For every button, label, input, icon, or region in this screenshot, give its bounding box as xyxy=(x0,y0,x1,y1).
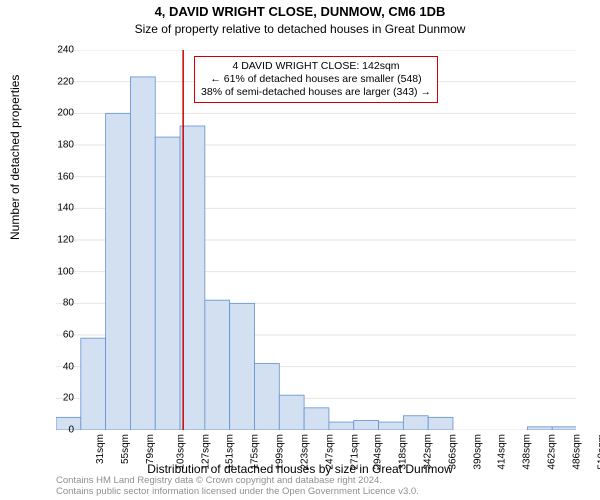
annotation-line2: ← 61% of detached houses are smaller (54… xyxy=(201,73,431,86)
y-tick-label: 140 xyxy=(57,203,74,214)
chart-subtitle: Size of property relative to detached ho… xyxy=(0,22,600,36)
histogram-bar xyxy=(527,427,552,430)
y-tick-label: 240 xyxy=(57,45,74,56)
histogram-svg xyxy=(56,50,576,430)
annotation-box: 4 DAVID WRIGHT CLOSE: 142sqm ← 61% of de… xyxy=(194,56,438,103)
histogram-bar xyxy=(428,417,453,430)
y-tick-label: 160 xyxy=(57,171,74,182)
x-tick-label: 55sqm xyxy=(120,434,131,464)
histogram-bar xyxy=(329,422,354,430)
x-axis-label: Distribution of detached houses by size … xyxy=(0,462,600,476)
histogram-bar xyxy=(279,395,304,430)
annotation-line1: 4 DAVID WRIGHT CLOSE: 142sqm xyxy=(201,60,431,73)
y-tick-label: 60 xyxy=(63,330,74,341)
histogram-bar xyxy=(130,77,155,430)
y-axis-label: Number of detached properties xyxy=(8,75,22,240)
histogram-bar xyxy=(379,422,404,430)
footer-line2: Contains public sector information licen… xyxy=(56,487,600,498)
histogram-bar xyxy=(403,416,428,430)
histogram-bar xyxy=(552,427,576,430)
plot-area: 4 DAVID WRIGHT CLOSE: 142sqm ← 61% of de… xyxy=(56,50,576,430)
histogram-bar xyxy=(155,137,180,430)
x-tick-label: 79sqm xyxy=(145,434,156,464)
histogram-bar xyxy=(304,408,329,430)
y-tick-label: 120 xyxy=(57,235,74,246)
y-tick-label: 180 xyxy=(57,140,74,151)
y-tick-label: 100 xyxy=(57,266,74,277)
x-tick-label: 31sqm xyxy=(95,434,106,464)
y-tick-label: 80 xyxy=(63,298,74,309)
chart-title: 4, DAVID WRIGHT CLOSE, DUNMOW, CM6 1DB xyxy=(0,4,600,19)
histogram-bar xyxy=(81,338,106,430)
histogram-bar xyxy=(230,303,255,430)
histogram-bar xyxy=(354,421,379,431)
histogram-bar xyxy=(205,300,230,430)
histogram-bar xyxy=(254,364,279,431)
y-tick-label: 0 xyxy=(68,425,74,436)
chart-container: { "chart": { "type": "histogram", "title… xyxy=(0,0,600,500)
y-tick-label: 40 xyxy=(63,361,74,372)
y-tick-label: 20 xyxy=(63,393,74,404)
y-tick-label: 220 xyxy=(57,76,74,87)
annotation-line3: 38% of semi-detached houses are larger (… xyxy=(201,86,431,99)
y-tick-label: 200 xyxy=(57,108,74,119)
footer-attribution: Contains HM Land Registry data © Crown c… xyxy=(0,476,600,498)
histogram-bar xyxy=(106,113,131,430)
